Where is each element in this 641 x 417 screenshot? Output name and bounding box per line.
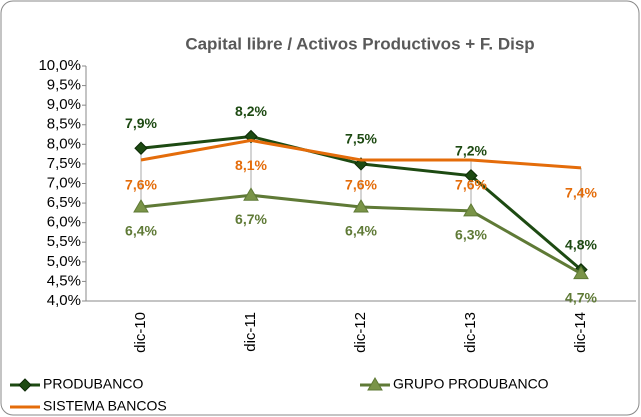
legend-label: SISTEMA BANCOS bbox=[43, 398, 167, 414]
y-tick-label: 7,0% bbox=[47, 174, 81, 191]
y-tick-label: 10,0% bbox=[38, 57, 81, 74]
value-label: 6,4% bbox=[125, 223, 157, 239]
value-label: 7,5% bbox=[345, 131, 377, 147]
value-label: 8,1% bbox=[235, 157, 267, 173]
y-tick-label: 8,5% bbox=[47, 116, 81, 133]
value-label: 7,6% bbox=[345, 177, 377, 193]
y-tick-label: 6,5% bbox=[47, 194, 81, 211]
x-tick-label: dic-10 bbox=[132, 312, 149, 353]
point-marker bbox=[134, 141, 148, 155]
chart-title: Capital libre / Activos Productivos + F.… bbox=[185, 34, 534, 53]
value-label: 6,3% bbox=[455, 227, 487, 243]
x-tick-label: dic-14 bbox=[572, 312, 589, 353]
x-tick-label: dic-12 bbox=[352, 312, 369, 353]
legend-label: PRODUBANCO bbox=[43, 376, 143, 392]
x-tick-label: dic-11 bbox=[242, 312, 259, 352]
value-label: 7,6% bbox=[455, 177, 487, 193]
point-marker bbox=[573, 265, 589, 280]
point-marker bbox=[243, 187, 259, 201]
point-marker bbox=[463, 202, 479, 217]
y-tick-label: 5,5% bbox=[47, 233, 81, 250]
value-label: 6,4% bbox=[345, 223, 377, 239]
legend-marker bbox=[367, 377, 383, 391]
value-label: 6,7% bbox=[235, 211, 267, 227]
value-label: 8,2% bbox=[235, 103, 267, 119]
y-tick-label: 4,5% bbox=[47, 272, 81, 289]
legend-label: GRUPO PRODUBANCO bbox=[393, 376, 549, 392]
value-label: 4,8% bbox=[565, 236, 597, 252]
y-tick-label: 8,0% bbox=[47, 135, 81, 152]
value-label: 4,7% bbox=[565, 289, 597, 305]
series-line bbox=[140, 138, 582, 170]
y-tick-label: 4,0% bbox=[47, 292, 81, 309]
value-label: 7,4% bbox=[565, 185, 597, 201]
x-tick-label: dic-13 bbox=[462, 312, 479, 353]
point-marker bbox=[133, 199, 149, 213]
value-label: 7,9% bbox=[125, 115, 157, 131]
y-tick-label: 9,5% bbox=[47, 77, 81, 94]
legend-marker bbox=[18, 378, 32, 392]
y-tick-label: 6,0% bbox=[47, 214, 81, 231]
value-label: 7,2% bbox=[455, 142, 487, 158]
value-label: 7,6% bbox=[125, 177, 157, 193]
point-marker bbox=[464, 168, 478, 183]
y-tick-label: 9,0% bbox=[47, 96, 81, 113]
y-tick-label: 5,0% bbox=[47, 253, 81, 270]
y-tick-label: 7,5% bbox=[47, 155, 81, 172]
point-marker bbox=[353, 199, 369, 213]
